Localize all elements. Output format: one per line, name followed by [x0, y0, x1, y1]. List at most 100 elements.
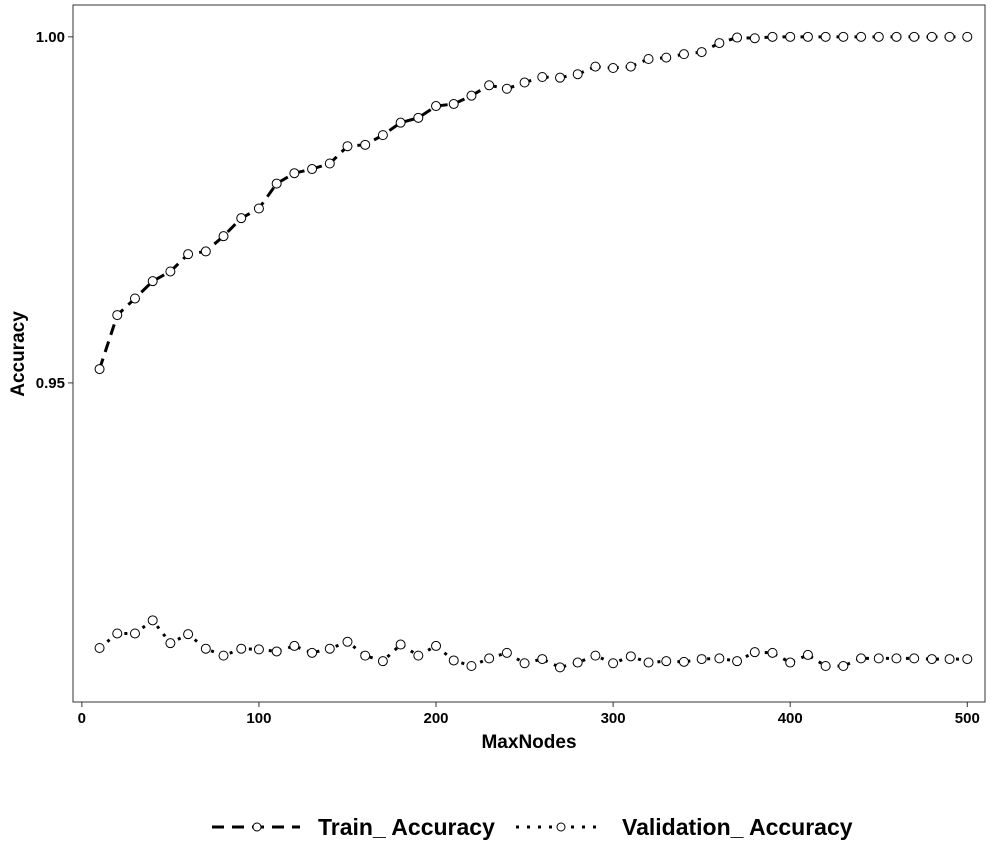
x-tick-label: 300 [601, 710, 626, 727]
data-point-validation [625, 651, 636, 662]
data-point-train [218, 231, 229, 242]
data-point-train [590, 61, 601, 72]
data-point-validation [661, 656, 672, 667]
data-point-validation [271, 646, 282, 657]
data-point-validation [856, 653, 867, 664]
data-point-validation [501, 647, 512, 658]
data-point-validation [377, 656, 388, 667]
legend: Train_ Accuracy Validation_ Accuracy [212, 814, 853, 840]
data-point-validation [218, 650, 229, 661]
y-tick-label: 0.95 [36, 375, 65, 392]
data-point-train [112, 310, 123, 321]
data-point-train [324, 158, 335, 169]
plot-panel [72, 4, 986, 703]
data-point-train [714, 38, 725, 49]
data-point-train [608, 62, 619, 73]
data-point-train [802, 31, 813, 42]
data-point-validation [360, 650, 371, 661]
data-point-train [661, 52, 672, 63]
data-point-train [307, 164, 318, 175]
data-point-validation [696, 654, 707, 665]
x-axis-ticks: 0 100 200 300 400 500 [78, 702, 980, 727]
data-point-validation [307, 647, 318, 658]
data-point-train [962, 31, 973, 42]
data-point-validation [413, 650, 424, 661]
y-axis-ticks: 0.95 1.00 [36, 29, 73, 392]
data-point-train [891, 31, 902, 42]
data-point-validation [944, 654, 955, 665]
data-point-validation [395, 639, 406, 650]
data-point-validation [962, 654, 973, 665]
data-point-validation [342, 636, 353, 647]
data-point-validation [678, 656, 689, 667]
data-point-train [129, 293, 140, 304]
data-point-validation [643, 657, 654, 668]
data-point-train [856, 31, 867, 42]
data-point-train [448, 98, 459, 109]
data-point-validation [926, 654, 937, 665]
data-point-validation [253, 644, 264, 655]
data-point-validation [590, 650, 601, 661]
legend-key-train-marker [252, 822, 262, 832]
data-point-validation [714, 653, 725, 664]
data-point-train [431, 101, 442, 112]
data-point-train [484, 80, 495, 91]
data-point-train [944, 31, 955, 42]
data-point-validation [554, 662, 565, 673]
data-point-train [271, 178, 282, 189]
data-point-train [909, 31, 920, 42]
data-point-train [696, 47, 707, 58]
legend-label-validation: Validation_ Accuracy [622, 814, 853, 840]
data-point-validation [448, 655, 459, 666]
data-point-validation [147, 615, 158, 626]
y-axis-title: Accuracy [8, 311, 29, 397]
data-point-train [395, 117, 406, 128]
data-point-validation [537, 654, 548, 665]
data-point-validation [129, 628, 140, 639]
data-point-train [360, 139, 371, 150]
series-layer [94, 31, 973, 673]
data-point-train [466, 90, 477, 101]
data-point-train [200, 246, 211, 257]
legend-key-validation-marker [556, 822, 566, 832]
data-point-train [165, 266, 176, 277]
x-tick-label: 100 [246, 710, 271, 727]
data-point-validation [324, 643, 335, 654]
data-point-validation [112, 628, 123, 639]
data-point-train [625, 61, 636, 72]
data-point-train [537, 71, 548, 82]
data-point-validation [891, 653, 902, 664]
data-point-validation [431, 640, 442, 651]
data-point-validation [909, 653, 920, 664]
data-point-train [572, 69, 583, 80]
data-point-validation [749, 647, 760, 658]
y-tick-label: 1.00 [36, 29, 65, 46]
x-tick-label: 500 [955, 710, 980, 727]
x-tick-label: 400 [778, 710, 803, 727]
data-point-validation [802, 649, 813, 660]
data-point-train [94, 364, 105, 375]
data-point-train [501, 83, 512, 94]
data-point-train [377, 130, 388, 141]
data-point-validation [236, 643, 247, 654]
data-point-validation [767, 647, 778, 658]
data-point-train [253, 203, 264, 214]
data-point-validation [608, 658, 619, 669]
data-point-train [678, 49, 689, 60]
data-point-validation [183, 629, 194, 640]
data-point-validation [785, 657, 796, 668]
x-tick-label: 200 [424, 710, 449, 727]
data-point-train [820, 31, 831, 42]
data-point-train [183, 249, 194, 260]
data-point-validation [484, 653, 495, 664]
data-point-validation [820, 661, 831, 672]
data-point-validation [94, 643, 105, 654]
data-point-train [926, 31, 937, 42]
data-point-train [767, 31, 778, 42]
legend-label-train: Train_ Accuracy [318, 814, 495, 840]
data-point-validation [466, 661, 477, 672]
data-point-train [519, 77, 530, 88]
data-point-train [413, 112, 424, 123]
data-point-train [554, 72, 565, 83]
